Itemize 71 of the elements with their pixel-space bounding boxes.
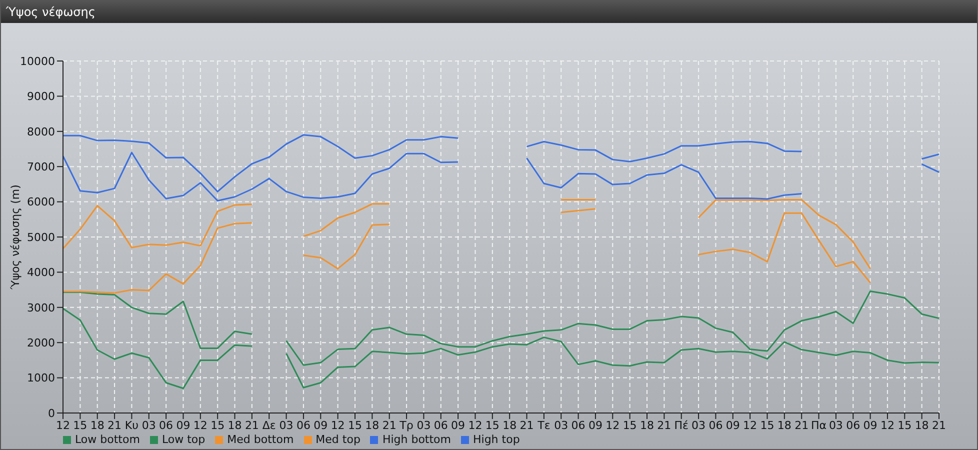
x-tick-label: 12 [56,418,70,432]
x-tick-label: 06 [159,418,174,432]
x-tick-label: 03 [828,418,843,432]
x-tick-label: 12 [468,418,482,432]
y-tick-label: 4000 [27,266,55,280]
y-axis-title: Ύψος νέφωσης (m) [8,184,22,290]
legend-label: Low top [162,433,206,446]
x-tick-label: 09 [863,418,878,432]
x-tick-label: 03 [692,418,706,432]
legend-label: High bottom [382,433,451,446]
x-tick-label: 18 [914,418,929,432]
x-tick-label: 06 [434,418,448,432]
x-tick-label: 12 [606,418,620,432]
x-tick-label: 06 [708,418,723,432]
legend-label: Med bottom [227,433,294,446]
x-tick-label: 18 [777,418,792,432]
x-tick-label: 06 [296,418,310,432]
x-tick-label: 21 [932,418,946,432]
y-tick-label: 8000 [27,125,55,138]
x-tick-label: Τρ [398,418,414,432]
x-tick-label: 15 [210,418,225,432]
y-tick-label: 9000 [27,90,55,104]
y-tick-label: 6000 [27,196,55,209]
x-tick-label: 09 [451,418,466,432]
x-tick-label: 15 [898,418,912,432]
x-tick-label: 09 [176,418,190,432]
x-tick-label: Πέ [674,418,689,432]
legend-label: Low bottom [75,433,140,446]
x-tick-label: 21 [657,418,672,432]
x-tick-label: 18 [365,418,380,432]
x-tick-label: 15 [348,418,362,432]
x-tick-label: 12 [330,418,345,432]
y-tick-label: 2000 [27,336,55,350]
x-tick-label: 18 [502,418,517,432]
x-tick-label: 15 [622,418,637,432]
x-tick-label: 12 [743,418,758,432]
x-tick-label: 21 [108,418,122,432]
x-tick-label: 15 [760,418,774,432]
legend-label: High top [473,433,520,446]
x-tick-label: 18 [640,418,654,432]
legend-label: Med top [316,433,360,446]
x-tick-label: Πα [811,418,827,432]
x-tick-label: 03 [142,418,156,432]
x-tick-label: 21 [794,418,809,432]
x-tick-label: 21 [382,418,396,432]
x-tick-label: 06 [571,418,586,432]
x-tick-label: 12 [880,418,894,432]
x-tick-label: 18 [90,418,104,432]
x-tick-label: 03 [554,418,568,432]
y-tick-label: 7000 [27,160,55,174]
y-tick-label: 0 [48,406,55,420]
x-tick-label: 03 [416,418,431,432]
x-tick-label: 09 [314,418,328,432]
x-tick-label: 15 [73,418,88,432]
x-tick-label: 15 [485,418,500,432]
x-tick-label: 09 [588,418,602,432]
x-tick-label: Κυ [124,418,138,432]
x-tick-label: 18 [228,418,242,432]
x-tick-label: 21 [520,418,534,432]
x-tick-label: 06 [846,418,860,432]
y-tick-label: 5000 [27,230,55,244]
y-tick-label: 3000 [27,301,55,314]
x-tick-label: Δε [262,418,276,432]
y-tick-label: 1000 [27,372,55,385]
x-tick-label: 09 [726,418,740,432]
chart-title: Ύψος νέφωσης [1,1,977,23]
y-tick-label: 10000 [20,54,55,68]
x-tick-label: 12 [193,418,208,432]
x-tick-label: 03 [279,418,294,432]
x-tick-label: Τε [536,418,550,432]
x-tick-label: 21 [244,418,259,432]
